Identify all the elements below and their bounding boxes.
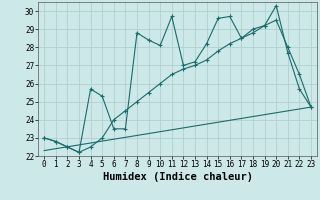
X-axis label: Humidex (Indice chaleur): Humidex (Indice chaleur) <box>103 172 252 182</box>
